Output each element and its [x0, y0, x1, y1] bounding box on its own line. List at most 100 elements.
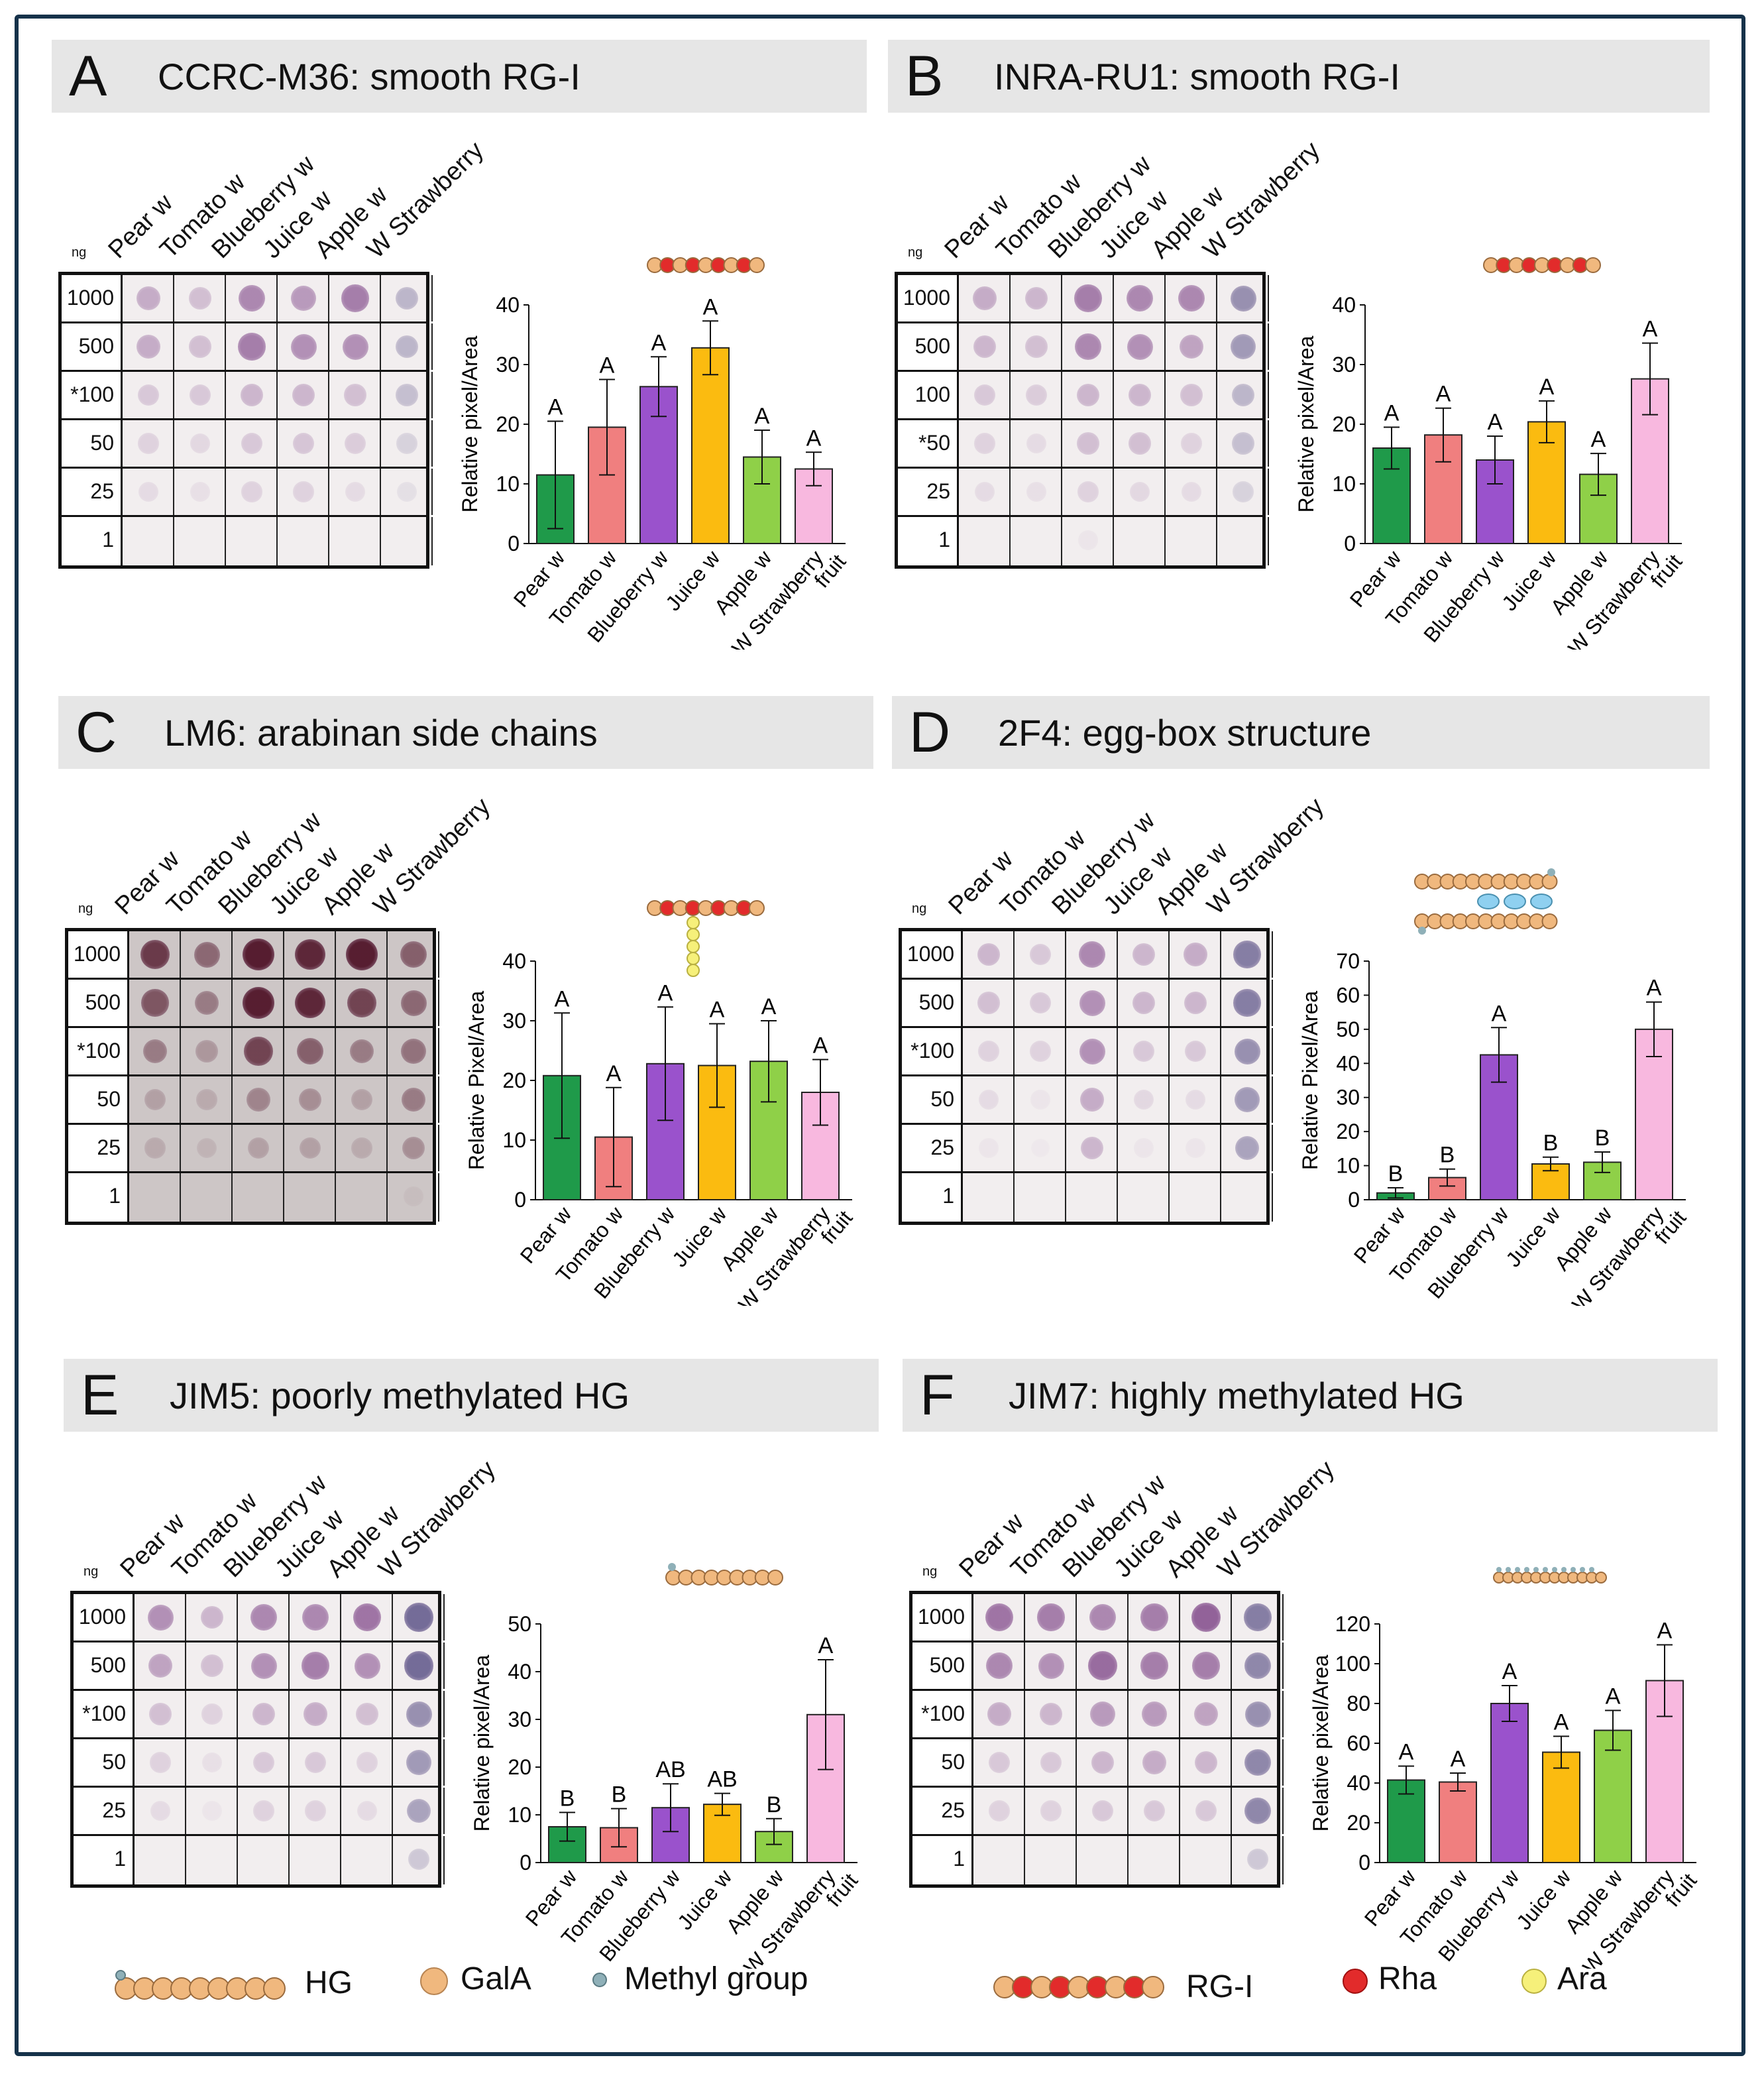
blot-cell: [1232, 1642, 1284, 1689]
y-tick-label: 100: [1335, 1652, 1370, 1676]
blot-cell: [388, 1173, 439, 1222]
blot-dot: [250, 1652, 277, 1679]
calcium-ion: [1504, 893, 1526, 909]
blot-cell: [336, 1125, 388, 1171]
y-tick-label: 40: [1347, 1771, 1370, 1795]
blot-dot: [1080, 1088, 1104, 1112]
blot-cell: [393, 1642, 445, 1689]
blot-cell: [973, 1788, 1025, 1834]
y-tick-label: 30: [508, 1707, 531, 1731]
blot-dot: [1143, 1800, 1166, 1822]
blot-cell: [341, 1594, 393, 1641]
ng-row-label: 500: [902, 980, 963, 1026]
blot-cell: [1221, 1076, 1273, 1123]
blot-cell: [963, 1028, 1015, 1074]
blot-dot: [241, 432, 263, 455]
blot-dot: [351, 1137, 372, 1159]
blot-dot: [404, 1186, 423, 1206]
blot-dot: [250, 1603, 278, 1631]
blot-cell: [1217, 275, 1269, 321]
blot-dot: [353, 1603, 382, 1632]
legend: HG GalA Methyl group RG-I Rha Ara: [99, 1949, 1690, 2022]
blot-cell: [1180, 1594, 1232, 1641]
blot-cell: [278, 275, 329, 321]
significance-letter: B: [767, 1792, 782, 1817]
significance-letter: A: [703, 294, 718, 319]
bar: [588, 426, 626, 544]
blot-dot: [1129, 481, 1150, 502]
blot-dot: [294, 939, 326, 970]
y-tick-label: 10: [1332, 472, 1356, 496]
sugar-residue: [1595, 1572, 1607, 1584]
significance-letter: A: [1492, 1001, 1507, 1026]
bar: [691, 347, 730, 544]
ng-row-label: *50: [898, 420, 959, 467]
blot-dot: [1184, 1040, 1207, 1063]
blot-dot: [977, 992, 1000, 1014]
error-bar: [1439, 1168, 1455, 1187]
blot-cell: [135, 1691, 186, 1737]
blot-dot: [1234, 1038, 1260, 1065]
y-tick-label: 60: [1347, 1731, 1370, 1755]
error-bar: [1553, 1735, 1569, 1769]
blot-cell: [174, 469, 226, 515]
panel-header: C LM6: arabinan side chains: [58, 696, 873, 769]
blot-dot: [190, 433, 211, 454]
blot-cell: [123, 323, 174, 370]
blot-dot: [1184, 943, 1207, 966]
blot-dot: [977, 943, 1001, 966]
blot-dot: [342, 333, 368, 360]
blot-cell: [959, 323, 1011, 370]
legend-gala-label: GalA: [461, 1961, 531, 1996]
ara-residue: [687, 952, 700, 965]
blot-cell: [381, 323, 433, 370]
blot-grid: 1000 500 *100 50 25 1: [909, 1591, 1284, 1888]
blot-dot: [1076, 383, 1100, 407]
blot-cell: [1118, 931, 1170, 978]
blot-cell: [1170, 1028, 1221, 1074]
y-tick-label: 20: [508, 1755, 531, 1779]
blot-cell: [1114, 469, 1166, 515]
ng-row-label: 1000: [74, 1594, 135, 1641]
significance-letter: AB: [655, 1757, 685, 1782]
sugar-residue: [1541, 874, 1558, 890]
error-bar: [761, 1020, 777, 1103]
blot-cell: [1077, 1836, 1129, 1884]
blot-dot: [406, 1750, 431, 1775]
blot-cell: [1166, 372, 1217, 418]
significance-letter: A: [755, 404, 770, 429]
panel-letter: C: [76, 701, 117, 764]
blot-dot: [241, 481, 262, 502]
blot-row: 500: [912, 1642, 1284, 1691]
hg-chain-icon: [115, 1970, 286, 2000]
blot-cell: [135, 1788, 186, 1834]
panel-a: A CCRC-M36: smooth RG-I ng Pear w Tomato w Bl…: [52, 40, 873, 663]
blot-dot: [1244, 1652, 1272, 1680]
blot-dot: [1077, 432, 1099, 455]
significance-letter: A: [600, 353, 615, 378]
blot-dot: [1142, 1751, 1166, 1774]
blot-cell: [1180, 1788, 1232, 1834]
blot-cell: [959, 420, 1011, 467]
blot-dot: [979, 1138, 999, 1158]
blot-cell: [284, 1028, 336, 1074]
blot-dot: [144, 1088, 166, 1111]
blot-row: 1000: [902, 931, 1273, 980]
blot-cell: [329, 517, 381, 565]
blot-cell: [1129, 1788, 1180, 1834]
blot-dot: [1132, 943, 1156, 966]
blot-cell: [181, 1028, 233, 1074]
ng-row-label: 25: [898, 469, 959, 515]
blot-row: 1: [62, 517, 433, 565]
blot-dot: [1026, 433, 1047, 454]
blot-cell: [329, 372, 381, 418]
blot-cell: [341, 1739, 393, 1786]
blot-cell: [1062, 323, 1114, 370]
blot-dot: [1244, 1701, 1271, 1727]
blot-cell: [1114, 275, 1166, 321]
blot-row: 1000: [912, 1594, 1284, 1642]
blot-cell: [1011, 469, 1062, 515]
blot-cell: [1232, 1739, 1284, 1786]
error-bar: [663, 1783, 679, 1833]
significance-letter: AB: [707, 1767, 737, 1792]
